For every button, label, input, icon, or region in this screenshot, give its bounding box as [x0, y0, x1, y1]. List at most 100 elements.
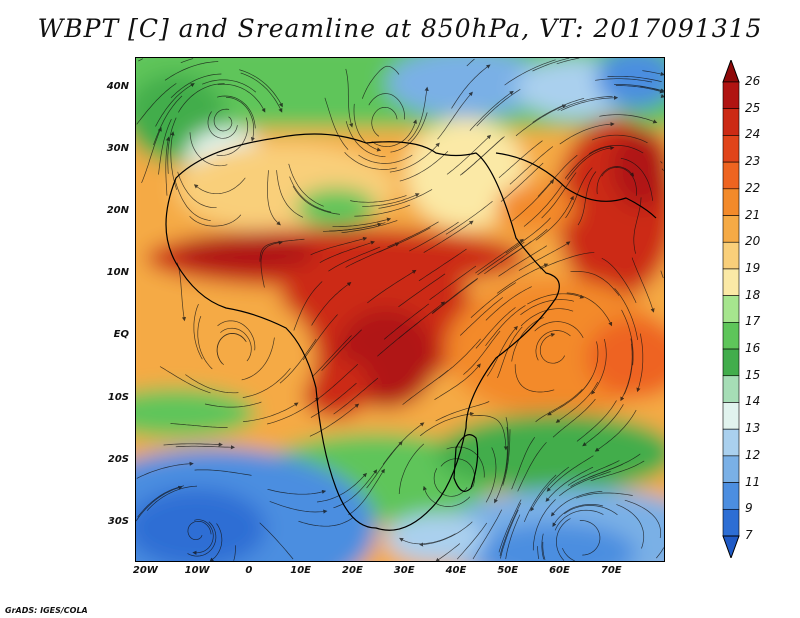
streamline — [358, 154, 413, 164]
streamline — [367, 269, 417, 304]
streamline — [311, 282, 352, 326]
streamline — [537, 154, 578, 197]
wbpt-field-map — [136, 58, 664, 561]
streamline — [328, 246, 381, 272]
colorbar-label: 9 — [745, 501, 753, 516]
streamline — [601, 257, 637, 304]
streamline — [620, 158, 654, 201]
colorbar-swatch — [722, 135, 740, 163]
streamline — [496, 263, 549, 294]
streamline — [368, 93, 406, 120]
streamline — [520, 299, 574, 316]
streamline — [576, 492, 633, 499]
streamline — [546, 455, 594, 492]
streamline — [555, 381, 599, 423]
colorbar-swatch — [722, 482, 740, 510]
streamline — [576, 400, 617, 442]
streamline — [539, 332, 566, 364]
grads-credit: GrADS: IGES/COLA — [5, 606, 88, 615]
streamline — [614, 288, 639, 340]
streamline — [378, 227, 431, 253]
streamline — [520, 308, 574, 327]
streamline — [440, 458, 476, 488]
colorbar-swatch — [722, 295, 740, 323]
streamline — [383, 303, 430, 340]
colorbar-swatch — [722, 161, 740, 190]
streamline — [615, 85, 664, 94]
streamline — [213, 108, 233, 132]
streamline — [422, 485, 471, 507]
streamline — [387, 221, 439, 248]
streamline — [607, 75, 662, 83]
streamline — [451, 64, 491, 109]
streamline — [463, 330, 501, 375]
colorbar-label: 23 — [745, 154, 761, 169]
colorbar-swatch — [722, 508, 740, 537]
streamline — [193, 303, 203, 360]
streamline — [314, 363, 359, 402]
streamline — [260, 240, 283, 288]
streamline — [185, 374, 239, 394]
streamline — [660, 270, 664, 279]
streamline — [332, 217, 392, 228]
streamline — [579, 520, 601, 556]
streamline — [419, 411, 475, 437]
colorbar-label: 24 — [745, 127, 761, 142]
temperature-field — [136, 58, 664, 561]
streamline — [588, 453, 641, 478]
streamline — [469, 90, 514, 131]
streamline — [552, 398, 596, 438]
streamline — [353, 103, 382, 152]
streamline — [136, 485, 183, 522]
streamline — [438, 338, 481, 379]
streamline — [289, 176, 332, 213]
colorbar-swatch — [722, 81, 740, 110]
colorbar-label: 14 — [745, 394, 761, 409]
streamline — [599, 114, 658, 124]
streamline — [170, 131, 177, 190]
streamline — [500, 509, 519, 559]
streamline — [409, 221, 459, 252]
streamline — [550, 490, 603, 517]
streamline — [532, 58, 570, 72]
streamline — [341, 220, 398, 234]
streamline — [267, 488, 327, 495]
streamline — [207, 111, 238, 139]
lon-tick-label: 10E — [290, 565, 312, 576]
colorbar-label: 19 — [745, 260, 761, 275]
streamline — [595, 78, 653, 83]
streamline — [527, 293, 585, 305]
streamline — [193, 177, 246, 195]
streamline — [535, 195, 574, 241]
streamline — [558, 471, 611, 497]
streamline — [435, 401, 490, 422]
lat-tick-label: 10S — [107, 391, 129, 403]
streamline — [267, 397, 320, 425]
colorbar-label: 17 — [745, 314, 761, 329]
streamline — [398, 301, 446, 339]
streamline — [164, 61, 219, 81]
streamline — [241, 337, 275, 381]
streamline — [601, 167, 637, 196]
colorbar-swatch — [722, 348, 740, 377]
streamline — [407, 86, 429, 142]
streamline — [461, 136, 505, 175]
streamline — [167, 117, 177, 174]
streamline — [361, 65, 400, 99]
streamline — [217, 320, 256, 351]
streamline — [476, 89, 521, 127]
streamline — [498, 245, 547, 277]
streamline — [511, 317, 544, 362]
lon-tick-label: 30E — [393, 565, 415, 576]
streamline — [170, 73, 222, 99]
streamline — [259, 522, 294, 560]
streamline — [485, 286, 532, 321]
streamline — [535, 330, 571, 361]
lat-tick-label: EQ — [113, 329, 129, 341]
streamline — [345, 68, 354, 128]
colorbar-label: 21 — [745, 207, 761, 222]
streamline — [579, 341, 599, 394]
streamline — [146, 485, 198, 511]
colorbar-swatch — [722, 215, 740, 243]
map-title: WBPT [C] and Sreamline at 850hPa, VT: 20… — [37, 14, 763, 43]
